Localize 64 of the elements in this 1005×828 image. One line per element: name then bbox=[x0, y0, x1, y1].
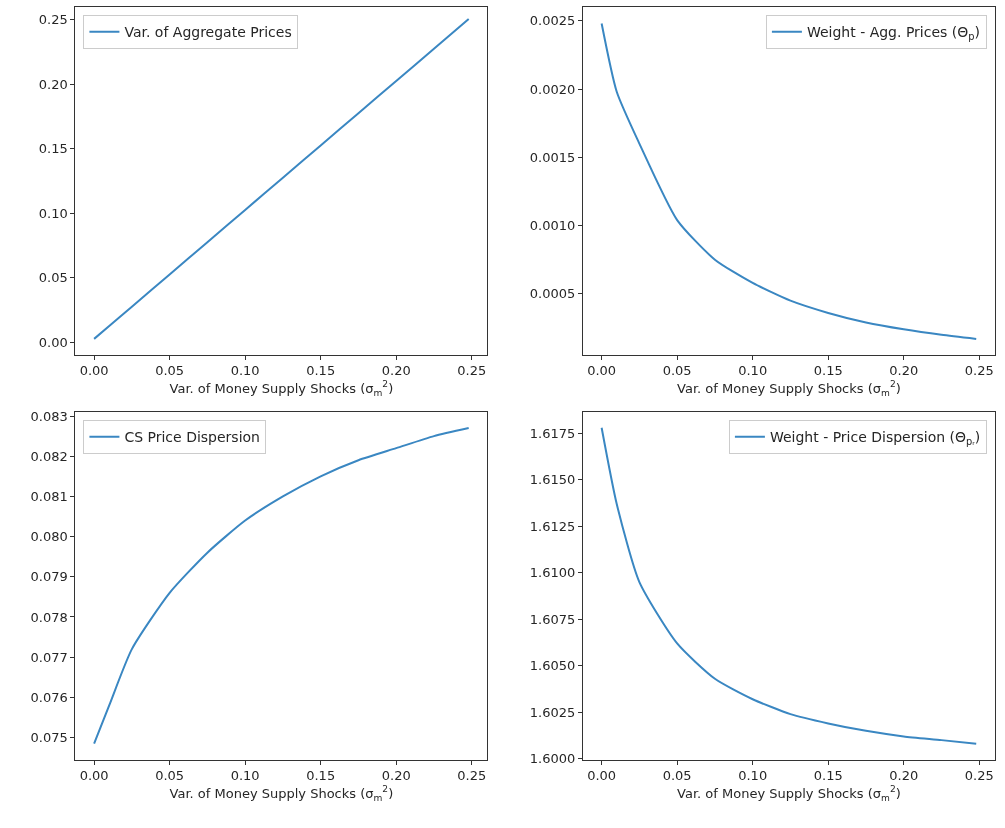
x-tick-label: 0.00 bbox=[79, 768, 109, 784]
legend-label: Weight - Agg. Prices (Θ$_{p}$) bbox=[806, 24, 980, 43]
x-tick-label: 0.00 bbox=[587, 768, 617, 784]
x-tick-label: 0.10 bbox=[230, 768, 260, 784]
y-tick-label: 0.075 bbox=[30, 730, 68, 746]
x-axis-title: Var. of Money Supply Shocks (σ$_{m}$$^{2}$) bbox=[677, 379, 901, 398]
y-tick-label: 0.15 bbox=[38, 141, 68, 157]
x-tick-label: 0.15 bbox=[306, 768, 336, 784]
y-tick-label: 0.10 bbox=[38, 205, 68, 221]
line-series bbox=[93, 18, 470, 340]
legend-label: CS Price Dispersion bbox=[124, 429, 260, 446]
y-tick-label: 0.076 bbox=[30, 689, 68, 705]
x-tick-label: 0.20 bbox=[381, 363, 411, 379]
x-tick-label: 0.15 bbox=[813, 768, 843, 784]
y-tick-label: 1.6000 bbox=[529, 751, 576, 767]
x-tick-label: 0.15 bbox=[306, 363, 336, 379]
y-tick-label: 0.0005 bbox=[529, 286, 576, 302]
x-tick-label: 0.05 bbox=[155, 768, 185, 784]
x-tick-label: 0.00 bbox=[79, 363, 109, 379]
x-axis-title: Var. of Money Supply Shocks (σ$_{m}$$^{2}$) bbox=[677, 784, 901, 803]
y-tick-label: 1.6100 bbox=[529, 565, 576, 581]
y-tick-label: 0.082 bbox=[30, 448, 68, 464]
y-tick-label: 0.0015 bbox=[529, 149, 576, 165]
x-tick-label: 0.00 bbox=[587, 363, 617, 379]
x-tick-label: 0.10 bbox=[738, 768, 768, 784]
y-tick-label: 1.6175 bbox=[529, 425, 576, 441]
y-tick-label: 0.0025 bbox=[529, 13, 576, 29]
legend-label: Var. of Aggregate Prices bbox=[124, 24, 292, 41]
x-tick-label: 0.20 bbox=[381, 768, 411, 784]
y-tick-label: 0.0020 bbox=[529, 81, 576, 97]
y-tick-label: 1.6050 bbox=[529, 658, 576, 674]
x-tick-label: 0.25 bbox=[457, 768, 487, 784]
y-tick-label: 0.077 bbox=[30, 649, 68, 665]
y-tick-label: 0.0010 bbox=[529, 218, 576, 234]
x-tick-label: 0.05 bbox=[662, 363, 692, 379]
x-tick-label: 0.25 bbox=[457, 363, 487, 379]
x-tick-label: 0.05 bbox=[155, 363, 185, 379]
y-tick-label: 0.079 bbox=[30, 569, 68, 585]
legend-label: Weight - Price Dispersion (Θ$_{pᵣ}$) bbox=[769, 429, 981, 448]
y-tick-label: 0.083 bbox=[30, 408, 68, 424]
y-tick-label: 1.6150 bbox=[529, 472, 576, 488]
y-tick-label: 1.6125 bbox=[529, 518, 576, 534]
x-axis-title: Var. of Money Supply Shocks (σ$_{m}$$^{2}$) bbox=[169, 784, 394, 803]
x-tick-label: 0.25 bbox=[964, 768, 994, 784]
x-tick-label: 0.20 bbox=[889, 768, 919, 784]
line-series bbox=[600, 426, 978, 745]
x-axis-title: Var. of Money Supply Shocks (σ$_{m}$$^{2}$) bbox=[169, 379, 394, 398]
x-tick-label: 0.05 bbox=[662, 768, 692, 784]
line-series bbox=[600, 22, 978, 340]
y-tick-label: 0.078 bbox=[30, 609, 68, 625]
y-tick-label: 1.6075 bbox=[529, 611, 576, 627]
y-tick-label: 0.081 bbox=[30, 488, 68, 504]
x-tick-label: 0.25 bbox=[964, 363, 994, 379]
y-tick-label: 0.00 bbox=[38, 334, 68, 350]
x-tick-label: 0.10 bbox=[230, 363, 260, 379]
y-tick-label: 0.25 bbox=[38, 12, 68, 28]
y-tick-label: 0.080 bbox=[30, 529, 68, 545]
y-tick-label: 0.05 bbox=[38, 270, 68, 286]
x-tick-label: 0.15 bbox=[813, 363, 843, 379]
y-tick-label: 0.20 bbox=[38, 76, 68, 92]
x-tick-label: 0.20 bbox=[889, 363, 919, 379]
x-tick-label: 0.10 bbox=[738, 363, 768, 379]
line-series bbox=[93, 427, 470, 745]
y-tick-label: 1.6025 bbox=[529, 704, 576, 720]
